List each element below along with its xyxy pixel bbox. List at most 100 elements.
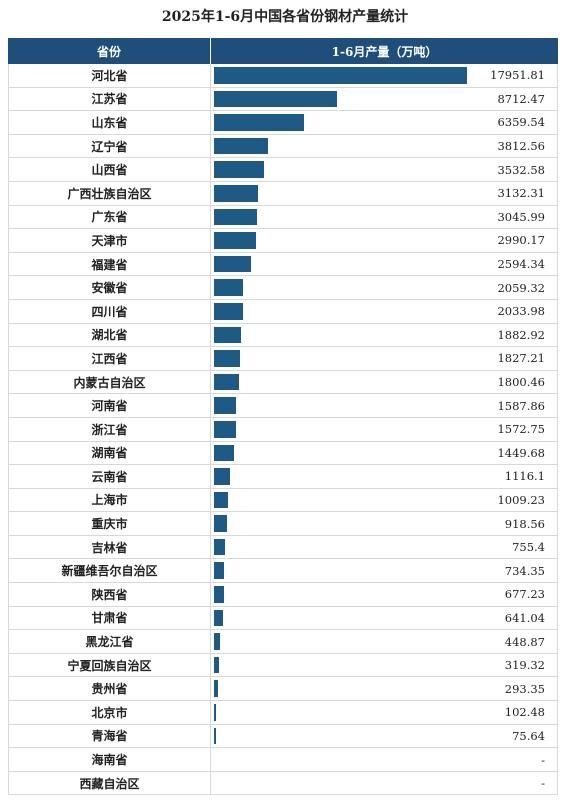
bar xyxy=(214,680,219,698)
bar xyxy=(214,468,230,485)
bar xyxy=(214,350,240,367)
table-row: 青海省 75.64 xyxy=(8,724,558,749)
value-label: 641.04 xyxy=(504,610,545,625)
bar-cell: 3812.56 xyxy=(211,135,557,158)
bar xyxy=(214,67,467,84)
bar xyxy=(214,302,243,320)
table-row: 山西省 3532.58 xyxy=(8,158,558,182)
bar-cell: 2059.32 xyxy=(211,276,557,299)
bar-cell: 1882.92 xyxy=(211,324,557,347)
bar-cell: 8712.47 xyxy=(211,88,557,111)
value-label: 75.64 xyxy=(512,728,545,743)
value-label: 319.32 xyxy=(504,658,545,673)
province-label: 新疆维吾尔自治区 xyxy=(9,559,211,583)
province-label: 河南省 xyxy=(9,394,211,417)
bar-cell: 3532.58 xyxy=(211,158,557,181)
bar-cell: 1800.46 xyxy=(211,371,557,394)
table-body: 河北省 17951.81 江苏省 8712.47 山东省 6359.54 辽宁省 3812.5… xyxy=(8,64,558,796)
table-row: 黑龙江省 448.87 xyxy=(8,630,558,654)
table-row: 广西壮族自治区 3132.31 xyxy=(8,181,558,206)
province-label: 湖北省 xyxy=(9,323,211,347)
province-label: 宁夏回族自治区 xyxy=(9,653,211,677)
bar-cell: 1449.68 xyxy=(211,442,557,465)
province-label: 四川省 xyxy=(9,299,211,323)
bar-cell: 3045.99 xyxy=(211,206,557,229)
bar xyxy=(214,184,259,202)
bar-cell: 102.48 xyxy=(211,701,557,724)
table-row: 宁夏回族自治区 319.32 xyxy=(8,653,558,678)
table-row: 山东省 6359.54 xyxy=(8,111,558,135)
bar-cell: - xyxy=(211,772,557,795)
bar xyxy=(214,208,257,226)
value-label: 677.23 xyxy=(504,587,545,602)
bar xyxy=(214,373,240,391)
value-label: 2594.34 xyxy=(497,257,545,272)
value-label: 3045.99 xyxy=(497,209,545,224)
table-row: 甘肃省 641.04 xyxy=(8,606,558,631)
value-label: 17951.81 xyxy=(490,68,545,83)
province-label: 安徽省 xyxy=(9,276,211,299)
bar-cell: 1827.21 xyxy=(211,347,557,370)
bar-cell: 677.23 xyxy=(211,583,557,606)
province-label: 贵州省 xyxy=(9,677,211,701)
province-label: 福建省 xyxy=(9,252,211,276)
table-row: 陕西省 677.23 xyxy=(8,583,558,607)
table-row: 北京市 102.48 xyxy=(8,701,558,725)
bar-cell: 2594.34 xyxy=(211,253,557,276)
table-row: 吉林省 755.4 xyxy=(8,535,558,560)
province-label: 内蒙古自治区 xyxy=(9,370,211,394)
table-row: 河南省 1587.86 xyxy=(8,394,558,418)
table-header: 省份 1-6月产量（万吨） xyxy=(8,38,558,64)
bar xyxy=(214,279,244,296)
province-label: 江苏省 xyxy=(9,87,211,111)
table-row: 广东省 3045.99 xyxy=(8,205,558,230)
table-row: 天津市 2990.17 xyxy=(8,229,558,253)
province-label: 重庆市 xyxy=(9,512,211,535)
table-row: 云南省 1116.1 xyxy=(8,465,558,489)
bar xyxy=(214,420,237,438)
header-output: 1-6月产量（万吨） xyxy=(331,44,438,59)
bar xyxy=(214,562,225,580)
province-label: 浙江省 xyxy=(9,417,211,441)
table-row: 福建省 2594.34 xyxy=(8,252,558,277)
table-row: 河北省 17951.81 xyxy=(8,64,558,88)
bar-cell: 2990.17 xyxy=(211,229,557,252)
table-row: 贵州省 293.35 xyxy=(8,677,558,702)
bar xyxy=(214,90,337,108)
bar-cell: 319.32 xyxy=(211,654,557,677)
bar-cell: 1572.75 xyxy=(211,418,557,441)
bar-cell: - xyxy=(211,748,557,771)
bar xyxy=(214,255,251,273)
value-label: 448.87 xyxy=(504,634,545,649)
province-label: 湖南省 xyxy=(9,441,211,465)
table-row: 四川省 2033.98 xyxy=(8,299,558,324)
province-label: 吉林省 xyxy=(9,535,211,559)
province-label: 西藏自治区 xyxy=(9,771,211,795)
province-label: 海南省 xyxy=(9,748,211,771)
bar xyxy=(214,586,224,603)
bar xyxy=(214,114,304,131)
province-label: 广东省 xyxy=(9,205,211,229)
value-label: 2033.98 xyxy=(497,304,545,319)
bar-cell: 734.35 xyxy=(211,559,557,582)
province-label: 广西壮族自治区 xyxy=(9,181,211,205)
value-label: 1572.75 xyxy=(497,422,545,437)
table-row: 浙江省 1572.75 xyxy=(8,417,558,442)
bar xyxy=(214,232,257,249)
value-label: 918.56 xyxy=(504,516,545,531)
value-label: 1882.92 xyxy=(497,327,545,342)
table-row: 湖南省 1449.68 xyxy=(8,441,558,466)
value-label: 3132.31 xyxy=(497,186,545,201)
value-label: 1116.1 xyxy=(504,469,545,484)
bar-cell: 2033.98 xyxy=(211,300,557,323)
province-label: 青海省 xyxy=(9,724,211,748)
value-label: 755.4 xyxy=(512,540,545,555)
data-bar-table: 省份 1-6月产量（万吨） 河北省 17951.81 江苏省 8712.47 山东省 63… xyxy=(8,38,558,796)
table-row: 安徽省 2059.32 xyxy=(8,276,558,300)
bar-cell: 1116.1 xyxy=(211,465,557,488)
bar xyxy=(214,397,237,414)
value-label: 2059.32 xyxy=(497,280,545,295)
bar xyxy=(214,161,264,178)
value-label: 1800.46 xyxy=(497,375,545,390)
bar xyxy=(214,326,241,344)
